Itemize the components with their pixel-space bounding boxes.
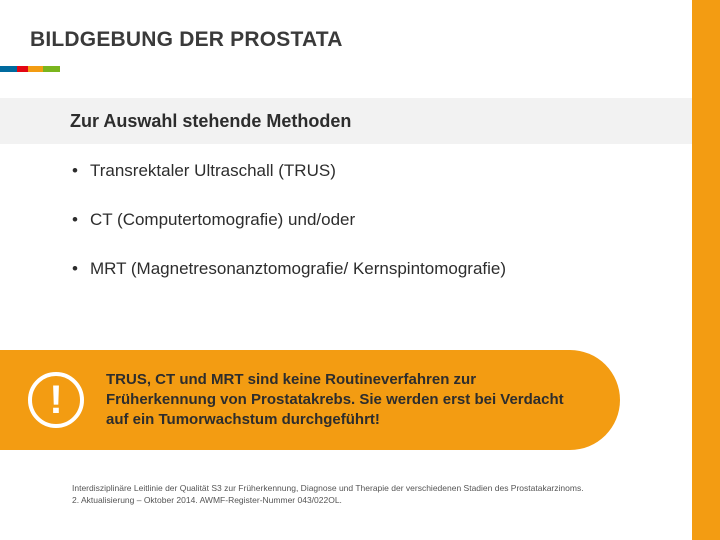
bullet-list: • Transrektaler Ultraschall (TRUS) • CT (Co… (72, 160, 660, 307)
title-underline (0, 66, 60, 72)
underline-segment (28, 66, 43, 72)
callout-box: ! TRUS, CT und MRT sind keine Routinever… (0, 350, 620, 450)
subtitle-band: Zur Auswahl stehende Methoden (0, 98, 692, 144)
footer-citation: Interdisziplinäre Leitlinie der Qualität… (72, 483, 660, 506)
slide: BILDGEBUNG DER PROSTATA Zur Auswahl steh… (0, 0, 720, 540)
underline-segment (17, 66, 28, 72)
bullet-dot-icon: • (72, 209, 78, 232)
bullet-dot-icon: • (72, 160, 78, 183)
bullet-dot-icon: • (72, 258, 78, 281)
bullet-item: • MRT (Magnetresonanztomografie/ Kernspin… (72, 258, 660, 281)
right-accent-bar (692, 0, 720, 540)
bullet-item: • CT (Computertomografie) und/oder (72, 209, 660, 232)
callout-text: TRUS, CT und MRT sind keine Routineverfa… (106, 370, 620, 431)
footer-line-2: 2. Aktualisierung – Oktober 2014. AWMF-R… (72, 495, 660, 506)
exclamation-icon: ! (28, 372, 84, 428)
underline-segment (43, 66, 60, 72)
bullet-text: MRT (Magnetresonanztomografie/ Kernspint… (90, 258, 506, 281)
subtitle-text: Zur Auswahl stehende Methoden (70, 111, 351, 132)
underline-segment (0, 66, 17, 72)
bullet-text: CT (Computertomografie) und/oder (90, 209, 355, 232)
bullet-item: • Transrektaler Ultraschall (TRUS) (72, 160, 660, 183)
bullet-text: Transrektaler Ultraschall (TRUS) (90, 160, 336, 183)
slide-title: BILDGEBUNG DER PROSTATA (30, 28, 343, 52)
footer-line-1: Interdisziplinäre Leitlinie der Qualität… (72, 483, 660, 494)
